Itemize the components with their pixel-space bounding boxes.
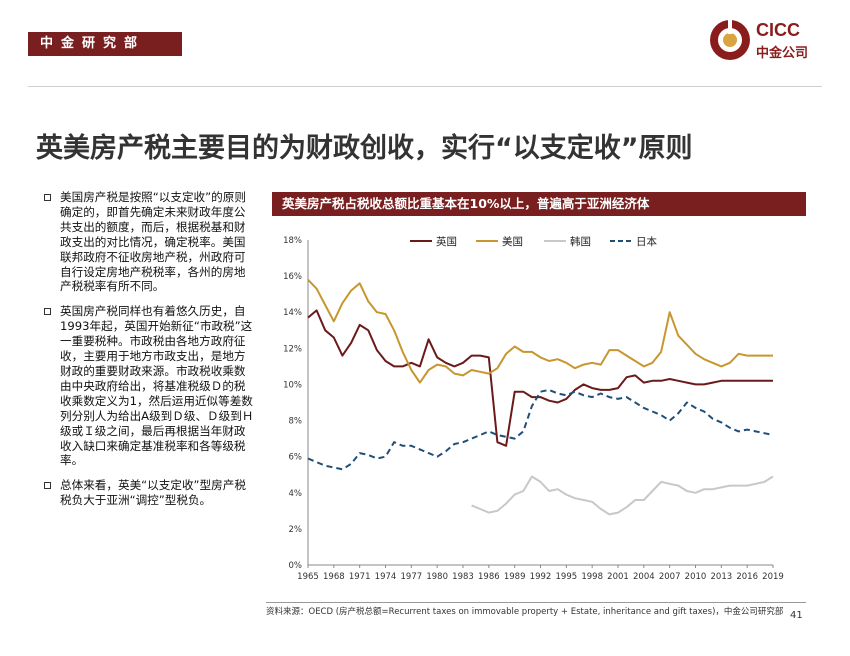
x-tick-label: 2001 [607, 572, 629, 582]
bullet-text: 英国房产税同样也有着悠久历史，自1993年起，英国开始新征“市政税”这一重要税种… [60, 304, 254, 468]
x-tick-label: 1998 [581, 572, 603, 582]
x-tick-label: 1968 [323, 572, 345, 582]
cicc-logo-icon [710, 20, 750, 60]
x-tick-label: 2016 [736, 572, 758, 582]
x-tick-label: 2004 [633, 572, 655, 582]
x-tick-label: 2007 [659, 572, 681, 582]
legend-label: 英国 [436, 235, 457, 248]
x-tick-label: 1971 [349, 572, 371, 582]
y-tick-label: 0% [289, 561, 303, 571]
series-line [307, 388, 774, 471]
page-number: 41 [790, 610, 803, 621]
square-bullet-icon [44, 194, 51, 201]
page-title: 英美房产税主要目的为财政创收，实行“以支定收”原则 [36, 133, 693, 164]
y-tick-label: 8% [289, 417, 303, 427]
legend-label: 韩国 [570, 235, 591, 248]
y-tick-label: 12% [283, 344, 302, 354]
department-tag: 中金研究部 [28, 32, 182, 56]
bullet-item: 总体来看，英美“以支定收”型房产税税负大于亚洲“调控”型税负。 [44, 478, 254, 508]
y-tick-label: 16% [283, 272, 302, 282]
line-chart: 0% 2% 4% 6% 8% 10% 12% 14% 16% 18% 1965 1968 1971 197… [283, 235, 784, 582]
bullet-item: 美国房产税是按照“以支定收”的原则确定的，即首先确定未来财政年度公共支出的额度，… [44, 190, 254, 294]
square-bullet-icon [44, 308, 51, 316]
legend-label: 日本 [636, 235, 657, 248]
series-line [307, 309, 773, 447]
cicc-logo: CICC 中金公司 [708, 18, 828, 68]
header-divider [28, 86, 822, 87]
x-tick-label: 2010 [685, 572, 707, 582]
bullet-text: 美国房产税是按照“以支定收”的原则确定的，即首先确定未来财政年度公共支出的额度，… [60, 190, 246, 294]
y-tick-label: 2% [289, 525, 303, 535]
y-tick-label: 18% [283, 236, 302, 246]
logo-text-en: CICC [756, 20, 800, 40]
x-tick-label: 1980 [426, 572, 448, 582]
bullet-text: 总体来看，英美“以支定收”型房产税税负大于亚洲“调控”型税负。 [60, 478, 246, 508]
square-bullet-icon [44, 482, 51, 490]
x-tick-label: 1992 [530, 572, 552, 582]
bullet-item: 英国房产税同样也有着悠久历史，自1993年起，英国开始新征“市政税”这一重要税种… [44, 304, 254, 468]
source-note: 资料来源：OECD (房产税总额=Recurrent taxes on immo… [266, 607, 784, 617]
legend-label: 美国 [502, 235, 523, 248]
logo-text-cn: 中金公司 [756, 46, 809, 61]
y-tick-label: 6% [289, 453, 303, 463]
y-tick-label: 10% [283, 380, 302, 390]
chart-title-banner: 英美房产税占税收总额比重基本在10%以上，普遍高于亚洲经济体 [272, 192, 806, 216]
x-tick-label: 1989 [504, 572, 526, 582]
series-line [307, 279, 773, 384]
x-tick-label: 2013 [711, 572, 733, 582]
x-tick-label: 1974 [375, 572, 397, 582]
bullet-list: 美国房产税是按照“以支定收”的原则确定的，即首先确定未来财政年度公共支出的额度，… [44, 190, 254, 518]
source-divider [266, 602, 806, 603]
x-tick-label: 2019 [762, 572, 784, 582]
x-tick-label: 1977 [401, 572, 423, 582]
series-line [471, 475, 774, 516]
x-tick-label: 1995 [556, 572, 578, 582]
x-tick-label: 1986 [478, 572, 500, 582]
x-tick-label: 1965 [297, 572, 319, 582]
y-tick-label: 4% [289, 489, 303, 499]
x-tick-label: 1983 [452, 572, 474, 582]
y-tick-label: 14% [283, 308, 302, 318]
